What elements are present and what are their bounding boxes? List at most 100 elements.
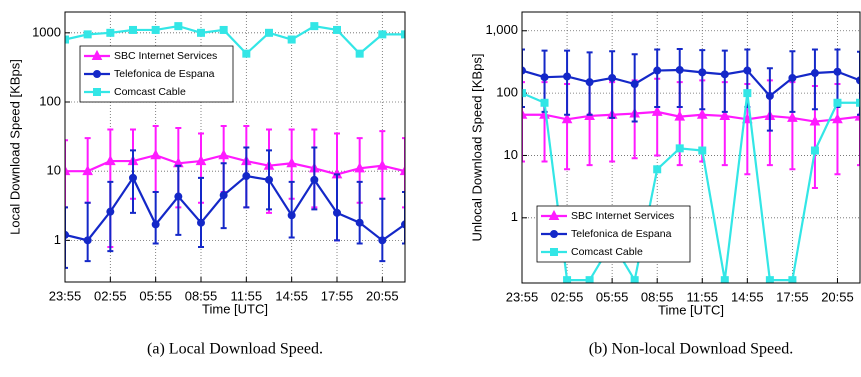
marker xyxy=(65,230,69,239)
error-bar xyxy=(379,197,386,263)
error-bar xyxy=(152,191,159,245)
series-line xyxy=(522,110,860,123)
marker xyxy=(608,73,617,82)
caption: (b) Non-local Download Speed. xyxy=(589,341,793,358)
marker xyxy=(65,165,71,176)
marker xyxy=(355,218,364,227)
error-bar xyxy=(402,137,405,209)
y-tick-label: 10 xyxy=(47,163,61,178)
x-tick-label: 17:55 xyxy=(321,288,354,303)
x-tick-label: 14:55 xyxy=(731,289,764,304)
marker xyxy=(674,110,686,121)
marker xyxy=(151,220,160,229)
marker xyxy=(832,113,843,124)
y-tick-label: 1 xyxy=(54,232,61,247)
y-tick-label: 100 xyxy=(496,85,518,100)
legend-label: Telefonica de Espana xyxy=(571,228,672,240)
marker xyxy=(378,236,387,245)
legend-marker xyxy=(93,70,101,78)
marker xyxy=(93,88,101,96)
error-bar xyxy=(107,180,114,253)
marker xyxy=(743,66,752,75)
error-bar xyxy=(857,50,860,116)
error-bar xyxy=(84,201,91,263)
y-tick-label: 10 xyxy=(504,147,518,162)
legend-label: SBC Internet Services xyxy=(114,50,217,62)
caption: (a) Local Download Speed. xyxy=(147,341,323,358)
series-line xyxy=(522,68,860,98)
marker xyxy=(675,144,684,153)
marker xyxy=(129,173,137,182)
marker xyxy=(522,108,528,119)
marker xyxy=(854,110,860,121)
marker xyxy=(401,30,405,39)
marker xyxy=(310,175,319,184)
x-tick-label: 08:55 xyxy=(641,289,674,304)
x-tick-label: 20:55 xyxy=(366,288,399,303)
x-tick-label: 23:55 xyxy=(49,288,82,303)
error-bar xyxy=(356,180,363,245)
plot-frame xyxy=(64,11,406,283)
marker xyxy=(696,108,708,119)
plot-frame xyxy=(521,11,861,284)
marker xyxy=(548,209,560,220)
error-bar xyxy=(522,48,525,108)
marker xyxy=(788,73,797,82)
marker xyxy=(833,67,842,76)
x-tick-label: 11:55 xyxy=(231,288,263,303)
plot-series xyxy=(65,22,405,269)
marker xyxy=(743,89,752,98)
x-tick-label: 02:55 xyxy=(551,289,584,304)
y-tick-label: 1,000 xyxy=(485,22,518,37)
x-tick-label: 23:55 xyxy=(506,289,539,304)
marker xyxy=(698,146,707,155)
marker xyxy=(265,28,273,37)
marker xyxy=(561,113,573,124)
error-bar xyxy=(65,206,68,269)
error-bar xyxy=(654,48,661,108)
marker xyxy=(287,35,296,44)
marker xyxy=(174,22,183,31)
marker xyxy=(787,111,798,122)
legend-marker xyxy=(550,230,558,238)
marker xyxy=(150,149,161,160)
marker xyxy=(856,98,860,107)
error-bar xyxy=(334,173,340,242)
y-tick-label: 1000 xyxy=(32,24,61,39)
x-tick-label: 14:55 xyxy=(275,288,308,303)
marker xyxy=(540,98,549,107)
marker xyxy=(333,208,341,217)
marker xyxy=(809,115,821,126)
series-line xyxy=(522,92,860,283)
marker xyxy=(174,192,183,201)
marker xyxy=(83,236,92,245)
marker xyxy=(378,30,387,39)
marker xyxy=(720,70,729,79)
marker xyxy=(286,157,297,168)
legend-marker xyxy=(93,88,101,96)
legend-label: SBC Internet Services xyxy=(571,210,674,222)
marker xyxy=(219,191,228,200)
marker xyxy=(105,154,116,166)
marker xyxy=(197,218,205,227)
marker xyxy=(93,70,101,78)
legend-label: Comcast Cable xyxy=(571,246,643,258)
marker xyxy=(151,25,160,34)
marker xyxy=(550,230,558,238)
marker xyxy=(82,165,93,176)
marker xyxy=(698,68,707,77)
marker xyxy=(106,28,115,37)
marker xyxy=(653,165,662,174)
marker xyxy=(810,146,819,155)
marker xyxy=(720,276,729,283)
legend-marker xyxy=(550,248,558,256)
y-tick-label: 1 xyxy=(511,209,518,224)
marker xyxy=(310,22,319,31)
marker xyxy=(788,276,797,283)
marker xyxy=(765,276,774,283)
marker xyxy=(540,73,549,82)
marker xyxy=(333,25,341,34)
series-line xyxy=(65,154,405,176)
marker xyxy=(401,220,405,229)
